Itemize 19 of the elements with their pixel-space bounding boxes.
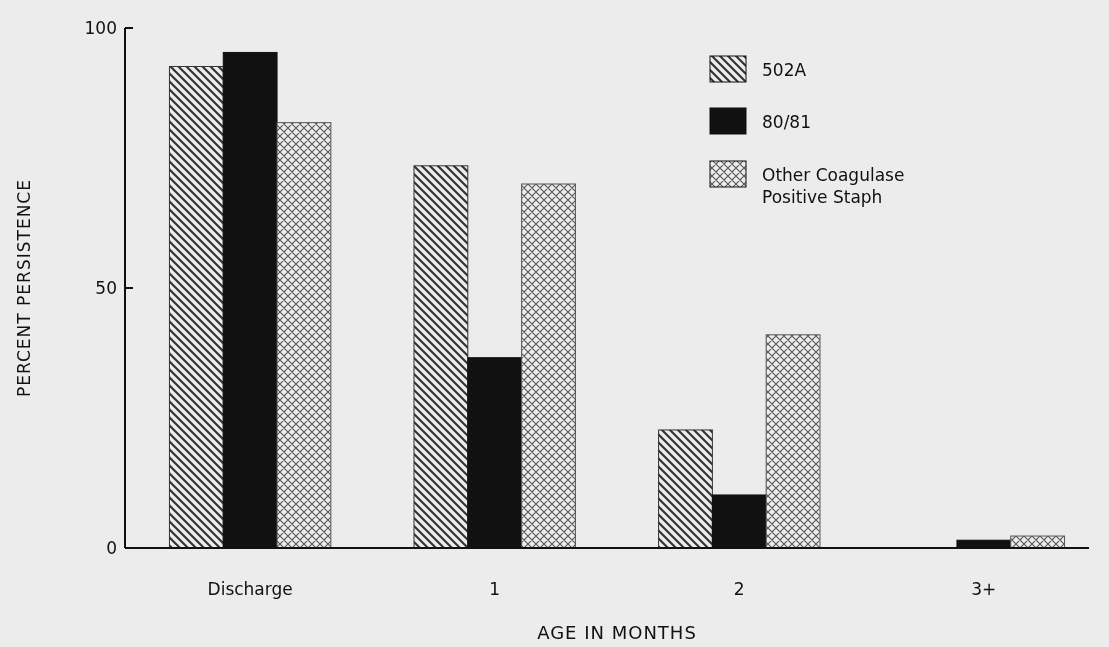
bar [276, 122, 332, 549]
legend-label: 80/81 [762, 111, 811, 132]
x-tick-label: 3+ [971, 579, 997, 599]
x-tick-label: 1 [489, 579, 501, 599]
y-tick-label: 50 [95, 277, 117, 298]
y-tick-label: 100 [84, 17, 117, 38]
x-tick-label: 2 [733, 579, 745, 599]
bar [413, 165, 469, 549]
bar [765, 334, 821, 549]
bar [168, 65, 224, 549]
bar [658, 429, 713, 549]
y-axis-title: PERCENT PERSISTENCE [14, 179, 34, 397]
x-tick-label: Discharge [207, 579, 293, 599]
x-axis-title: AGE IN MONTHS [537, 622, 697, 643]
y-tick-label: 0 [106, 537, 117, 558]
legend-label: Other Coagulase Positive Staph [762, 164, 905, 208]
legend-label: 502A [762, 59, 807, 80]
bar [521, 183, 576, 549]
bar [1010, 535, 1066, 549]
